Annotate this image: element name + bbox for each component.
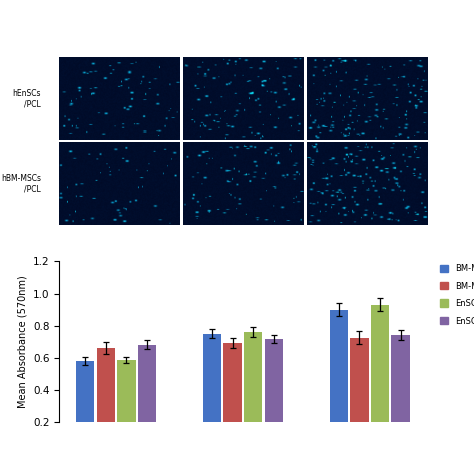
Bar xyxy=(392,335,410,454)
Bar xyxy=(203,334,221,454)
Y-axis label: Mean Absorbance (570nm): Mean Absorbance (570nm) xyxy=(18,275,27,408)
Text: hEnSCs
/PCL: hEnSCs /PCL xyxy=(13,89,41,108)
Text: hBM-MSCs
/PCL: hBM-MSCs /PCL xyxy=(1,174,41,193)
Bar xyxy=(329,310,348,454)
Bar xyxy=(371,305,389,454)
Bar xyxy=(117,360,136,454)
Bar xyxy=(138,345,156,454)
Bar xyxy=(76,361,94,454)
Bar xyxy=(97,348,115,454)
Legend: BM-MSCs/PCL), BM-MSCs/TCP, EnSCs/PCL, EnSCs/TCP: BM-MSCs/PCL), BM-MSCs/TCP, EnSCs/PCL, En… xyxy=(438,263,474,327)
Bar xyxy=(350,337,369,454)
Bar xyxy=(264,339,283,454)
Bar xyxy=(244,332,263,454)
Bar xyxy=(223,343,242,454)
